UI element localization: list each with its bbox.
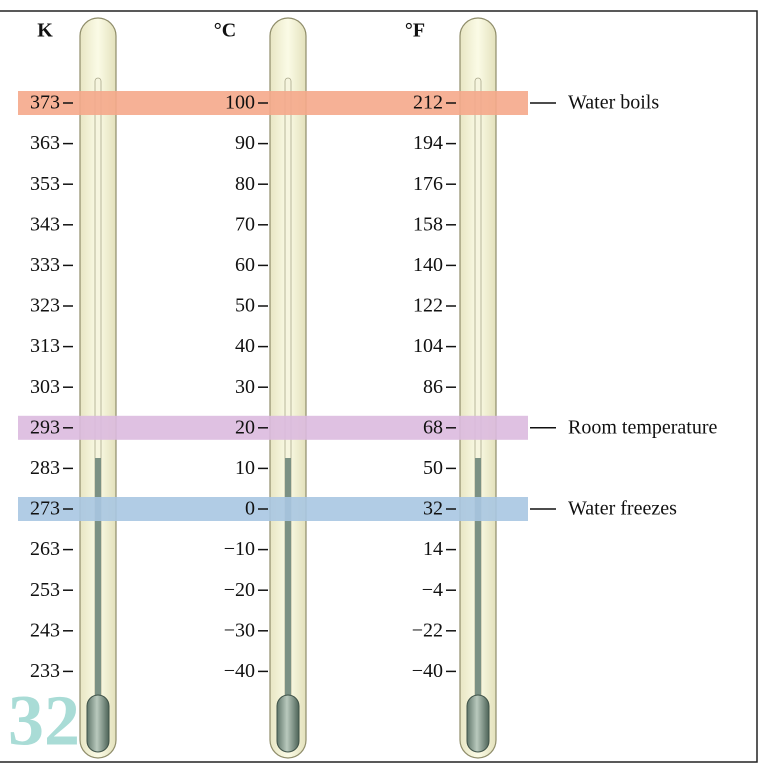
scale-label: 140 <box>413 254 443 276</box>
scale-label: 50 <box>423 457 443 479</box>
scale-label: 343 <box>30 213 60 235</box>
scale-label: 253 <box>30 579 60 601</box>
scale-label: 283 <box>30 457 60 479</box>
scale-label: 100 <box>225 92 255 114</box>
scale-label: 176 <box>413 173 443 195</box>
scale-label: 373 <box>30 92 60 114</box>
bulb <box>467 695 489 752</box>
scale-label: 243 <box>30 619 60 641</box>
marker-label: Water freezes <box>568 498 677 520</box>
scale-label: 263 <box>30 538 60 560</box>
scale-label: 212 <box>413 92 443 114</box>
scale-label: 50 <box>235 295 255 317</box>
marker-label: Room temperature <box>568 416 718 438</box>
scale-label: 158 <box>413 213 443 235</box>
scale-header: K <box>37 20 53 42</box>
scale-label: 86 <box>423 376 443 398</box>
scale-label: 80 <box>235 173 255 195</box>
scale-label: 90 <box>235 132 255 154</box>
bulb <box>87 695 109 752</box>
scale-label: −20 <box>224 579 255 601</box>
scale-label: 0 <box>245 498 255 520</box>
scale-label: 273 <box>30 498 60 520</box>
scale-label: 323 <box>30 295 60 317</box>
scale-label: 70 <box>235 213 255 235</box>
scale-label: 10 <box>235 457 255 479</box>
scale-label: −4 <box>422 579 443 601</box>
scale-label: 14 <box>423 538 443 560</box>
scale-label: −30 <box>224 619 255 641</box>
scale-label: 333 <box>30 254 60 276</box>
scale-label: 313 <box>30 335 60 357</box>
scale-label: 30 <box>235 376 255 398</box>
page-number: 32 <box>8 681 80 761</box>
scale-label: −22 <box>412 619 443 641</box>
scale-header: °F <box>405 20 425 42</box>
scale-label: 233 <box>30 660 60 682</box>
scale-label: −10 <box>224 538 255 560</box>
scale-label: 303 <box>30 376 60 398</box>
scale-label: 353 <box>30 173 60 195</box>
scale-label: 293 <box>30 416 60 438</box>
bulb <box>277 695 299 752</box>
scale-label: 40 <box>235 335 255 357</box>
scale-label: 20 <box>235 416 255 438</box>
mercury <box>285 458 291 698</box>
thermometer-diagram: Water boils Room temperature Water freezes… <box>0 0 761 766</box>
scale-label: 194 <box>413 132 443 154</box>
scale-label: −40 <box>224 660 255 682</box>
scale-label: 363 <box>30 132 60 154</box>
scale-label: −40 <box>412 660 443 682</box>
scale-label: 32 <box>423 498 443 520</box>
scale-header: °C <box>214 20 236 42</box>
mercury <box>475 458 481 698</box>
scale-label: 122 <box>413 295 443 317</box>
marker-label: Water boils <box>568 92 659 114</box>
scale-label: 68 <box>423 416 443 438</box>
scale-label: 60 <box>235 254 255 276</box>
mercury <box>95 458 101 698</box>
scale-label: 104 <box>413 335 443 357</box>
